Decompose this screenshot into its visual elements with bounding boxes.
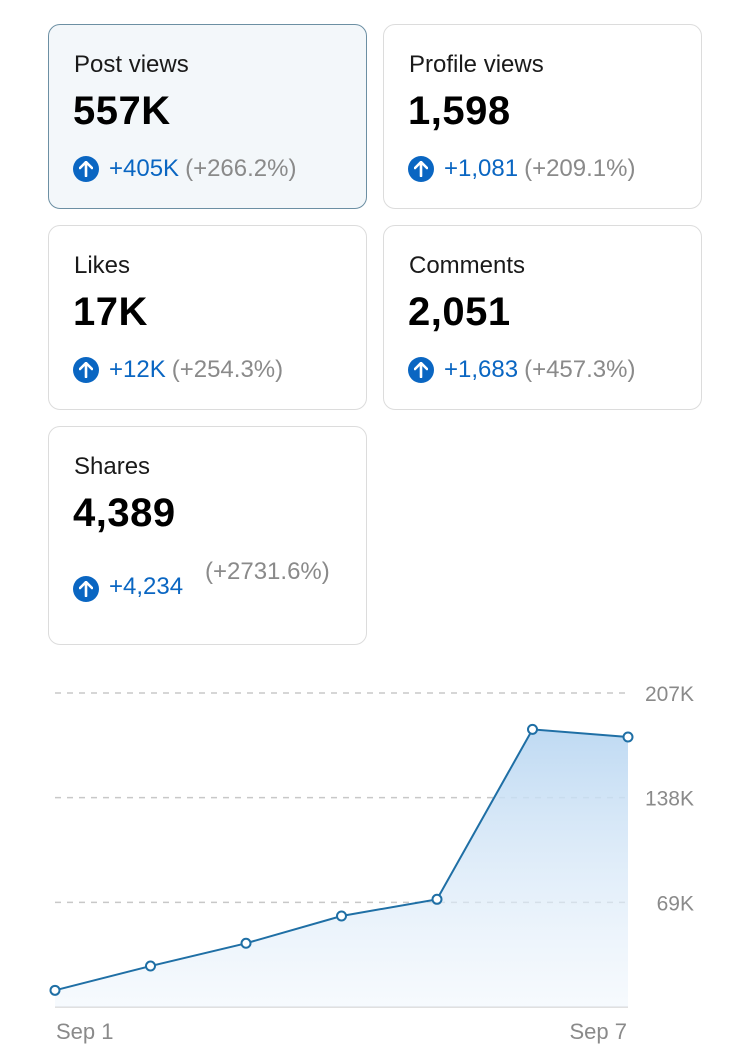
card-delta: +1,683 (+457.3%) [408,356,635,384]
arrow-up-circle-icon [73,156,99,182]
delta-percent: (+266.2%) [185,155,297,182]
card-label: Likes [74,252,131,279]
card-label: Shares [74,453,151,480]
arrow-up-circle-icon [73,576,99,602]
data-point [49,984,61,996]
post-views-chart: 69K 138K 207K Sep 1 Sep 7 [0,660,750,1060]
arrow-up-circle-icon [408,357,434,383]
card-label: Profile views [409,51,544,78]
card-label: Post views [74,51,189,78]
metric-card-likes[interactable]: Likes 17K +12K (+254.3%) [48,225,367,410]
metric-card-shares[interactable]: Shares 4,389 +4,234 (+2731.6%) [48,426,367,645]
data-point [431,893,443,905]
delta-value: +12K [109,356,166,383]
data-point [622,731,634,743]
metric-card-comments[interactable]: Comments 2,051 +1,683 (+457.3%) [383,225,702,410]
card-value: 2,051 [408,290,511,334]
delta-value: +405K [109,155,180,182]
data-point [527,723,538,735]
delta-value: +1,081 [444,155,519,182]
area-fill [55,729,628,1007]
card-label: Comments [409,252,526,279]
card-value: 557K [73,89,171,133]
delta-percent: (+209.1%) [524,155,636,182]
data-point [145,960,156,972]
data-point [240,937,252,949]
card-delta: +405K (+266.2%) [73,155,296,183]
delta-value: +1,683 [444,356,519,383]
card-value: 1,598 [408,89,511,133]
y-tick-label: 138K [645,788,694,811]
y-tick-label: 207K [645,683,694,706]
y-tick-label: 69K [657,892,694,915]
data-point [336,910,347,922]
metric-card-profile-views[interactable]: Profile views 1,598 +1,081 (+209.1%) [383,24,702,209]
delta-value: +4,234 [109,573,184,600]
card-delta: +12K (+254.3%) [73,356,283,384]
x-tick-label: Sep 1 [56,1019,114,1044]
card-delta: +1,081 (+209.1%) [408,155,635,183]
delta-percent: (+457.3%) [524,356,636,383]
metric-card-post-views[interactable]: Post views 557K +405K (+266.2%) [48,24,367,209]
arrow-up-circle-icon [408,156,434,182]
delta-percent: (+254.3%) [171,356,284,383]
card-value: 17K [73,290,148,334]
card-value: 4,389 [73,491,176,535]
delta-percent: (+2731.6%) [205,558,330,585]
x-tick-label: Sep 7 [570,1019,628,1044]
arrow-up-circle-icon [73,357,99,383]
chart-svg: 69K 138K 207K Sep 1 Sep 7 [49,683,694,1044]
